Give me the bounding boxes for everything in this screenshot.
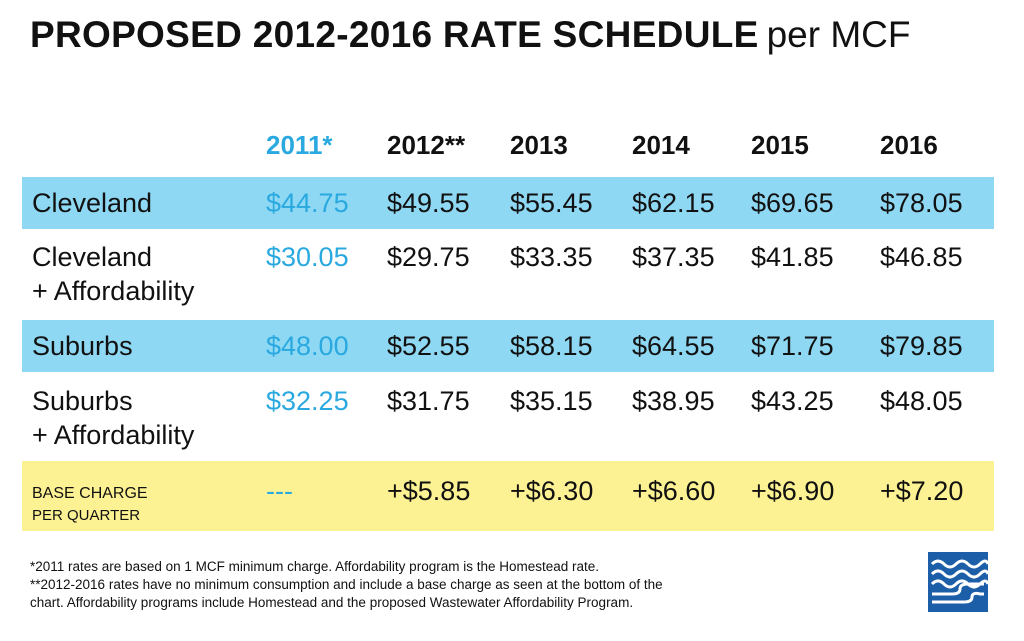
column-header-5: 2016	[880, 130, 938, 160]
cell-value: +$5.85	[387, 476, 471, 506]
utility-logo	[928, 552, 988, 612]
cell-value: $44.75	[266, 188, 349, 218]
row-label-line: Cleveland	[32, 242, 153, 272]
row-label-line: Suburbs	[32, 331, 133, 361]
cell-value: +$7.20	[880, 476, 964, 506]
cell-value: $30.05	[266, 242, 349, 272]
cell-value: $79.85	[880, 331, 963, 361]
cell-value: $48.05	[880, 386, 963, 416]
cell-value: $35.15	[510, 386, 593, 416]
title-suffix: per MCF	[766, 14, 911, 55]
row-label-line: BASE CHARGE	[32, 485, 148, 502]
column-header-2: 2013	[510, 130, 568, 160]
cell-value: +$6.30	[510, 476, 594, 506]
cell-value: $69.65	[751, 188, 834, 218]
column-header-1: 2012**	[387, 130, 466, 160]
row-label-line: Suburbs	[32, 386, 133, 416]
cell-value: $43.25	[751, 386, 834, 416]
cell-value: $52.55	[387, 331, 470, 361]
row-label-line: PER QUARTER	[32, 507, 141, 524]
footnote-2: **2012-2016 rates have no minimum consum…	[30, 577, 663, 592]
footnote-1: *2011 rates are based on 1 MCF minimum c…	[30, 559, 600, 574]
cell-value: $33.35	[510, 242, 593, 272]
cell-value: $46.85	[880, 242, 963, 272]
cell-value: $64.55	[632, 331, 715, 361]
cell-value: $32.25	[266, 386, 349, 416]
row-label-line: Cleveland	[32, 188, 153, 218]
cell-value: +$6.60	[632, 476, 716, 506]
footnote-3: chart. Affordability programs include Ho…	[30, 595, 634, 610]
cell-value: $31.75	[387, 386, 470, 416]
cell-value: $49.55	[387, 188, 470, 218]
row-label-line: + Affordability	[32, 420, 195, 450]
row-band	[22, 177, 994, 229]
cell-value: $71.75	[751, 331, 834, 361]
row-label: Suburbs + Affordability	[32, 384, 194, 452]
cell-value: ---	[266, 476, 293, 506]
cell-value: $38.95	[632, 386, 715, 416]
column-header-0: 2011*	[266, 130, 333, 160]
row-band	[22, 461, 994, 531]
cell-value: $41.85	[751, 242, 834, 272]
cell-value: $37.35	[632, 242, 715, 272]
cell-value: $29.75	[387, 242, 470, 272]
row-label: BASE CHARGE PER QUARTER	[32, 483, 148, 527]
row-label: Cleveland + Affordability	[32, 240, 194, 308]
chart-title: PROPOSED 2012-2016 RATE SCHEDULE per MCF	[30, 16, 911, 53]
cell-value: $78.05	[880, 188, 963, 218]
row-label: Cleveland	[32, 186, 152, 220]
column-header-4: 2015	[751, 130, 809, 160]
row-label: Suburbs	[32, 329, 133, 363]
cell-value: $55.45	[510, 188, 593, 218]
row-band	[22, 320, 994, 372]
cell-value: $62.15	[632, 188, 715, 218]
row-label-line: + Affordability	[32, 276, 195, 306]
cell-value: $58.15	[510, 331, 593, 361]
column-header-3: 2014	[632, 130, 690, 160]
cell-value: +$6.90	[751, 476, 835, 506]
title-main: PROPOSED 2012-2016 RATE SCHEDULE	[30, 14, 759, 55]
cell-value: $48.00	[266, 331, 349, 361]
